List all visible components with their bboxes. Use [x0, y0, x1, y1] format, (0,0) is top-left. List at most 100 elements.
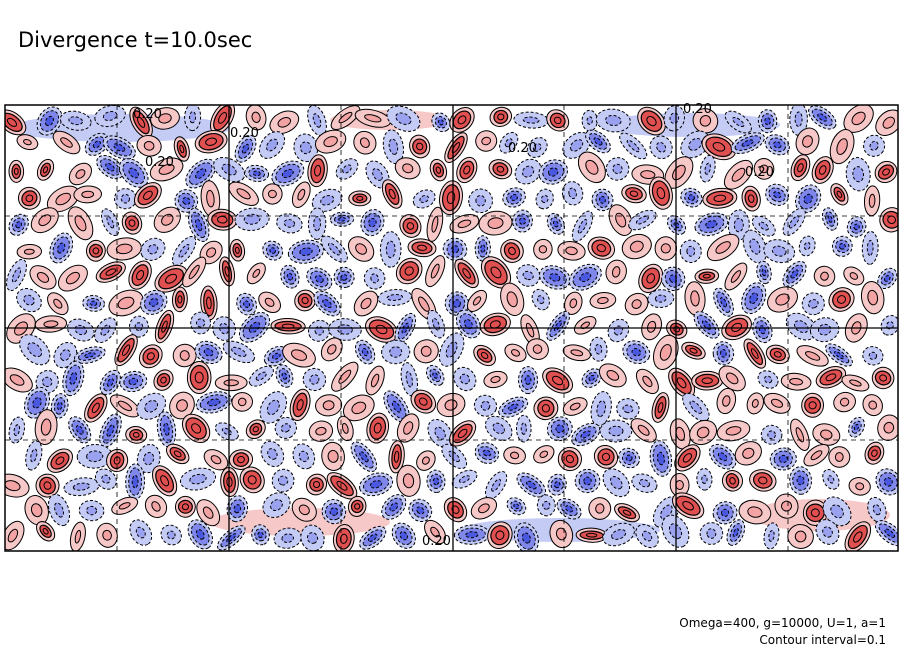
positive-core — [252, 268, 261, 278]
positive-core — [202, 506, 214, 519]
positive-core — [9, 374, 25, 386]
negative-core — [611, 529, 627, 540]
positive-core — [640, 170, 656, 180]
negative-peak — [817, 113, 828, 122]
negative-core — [701, 474, 708, 484]
positive-peak — [416, 142, 424, 151]
positive-peak — [418, 397, 428, 406]
negative-peak — [480, 244, 486, 253]
negative-core — [395, 112, 412, 125]
positive-core — [637, 424, 650, 436]
positive-core — [267, 189, 277, 199]
positive-core — [143, 140, 155, 151]
negative-peak — [314, 274, 324, 284]
negative-core — [386, 294, 403, 301]
negative-core — [605, 114, 622, 127]
negative-core — [231, 346, 247, 357]
positive-peak — [879, 374, 888, 382]
negative-core — [569, 139, 584, 152]
positive-peak — [836, 190, 843, 198]
negative-peak — [149, 298, 159, 307]
negative-core — [688, 137, 703, 151]
negative-core — [13, 424, 21, 437]
negative-core — [609, 476, 623, 490]
negative-core — [445, 341, 458, 358]
negative-peak — [631, 348, 642, 357]
contour-label: 0.20 — [230, 126, 259, 141]
positive-core — [883, 421, 895, 434]
positive-core — [55, 192, 71, 206]
positive-peak — [887, 215, 896, 225]
negative-peak — [720, 348, 727, 358]
positive-peak — [490, 266, 502, 279]
positive-peak — [585, 532, 598, 538]
negative-peak — [761, 268, 767, 277]
negative-peak — [883, 477, 893, 487]
positive-core — [290, 349, 308, 361]
negative-peak — [778, 454, 788, 464]
positive-core — [775, 293, 790, 306]
negative-peak — [75, 425, 84, 435]
positive-peak — [508, 246, 516, 256]
negative-core — [763, 375, 773, 384]
positive-core — [565, 246, 578, 256]
negative-peak — [580, 430, 591, 439]
positive-core — [615, 212, 627, 228]
positive-peak — [13, 167, 19, 175]
positive-peak — [105, 268, 117, 276]
negative-peak — [510, 194, 518, 201]
positive-peak — [656, 187, 666, 200]
positive-core — [770, 398, 784, 408]
negative-peak — [195, 218, 203, 232]
positive-peak — [146, 352, 155, 361]
positive-peak — [136, 270, 145, 281]
negative-core — [306, 532, 319, 544]
positive-core — [820, 271, 829, 281]
positive-core — [65, 271, 80, 285]
positive-peak — [336, 480, 348, 491]
positive-peak — [601, 452, 611, 462]
negative-peak — [553, 220, 559, 228]
negative-peak — [656, 451, 665, 466]
negative-core — [277, 475, 289, 486]
positive-core — [510, 451, 520, 460]
contour-label: 0.20 — [133, 107, 162, 122]
negative-core — [656, 141, 667, 153]
positive-peak — [373, 422, 382, 434]
positive-peak — [160, 475, 170, 487]
negative-peak — [773, 141, 782, 149]
negative-core — [166, 530, 176, 540]
negative-core — [266, 399, 280, 416]
negative-core — [480, 400, 491, 411]
divergence-field — [5, 105, 898, 551]
negative-core — [704, 162, 711, 175]
positive-peak — [463, 165, 471, 175]
negative-peak — [269, 247, 277, 254]
negative-peak — [369, 480, 383, 489]
negative-peak — [340, 274, 348, 281]
positive-peak — [314, 164, 322, 177]
positive-core — [23, 138, 32, 146]
negative-core — [568, 187, 577, 200]
positive-core — [855, 482, 865, 491]
positive-core — [40, 418, 52, 436]
positive-peak — [553, 116, 562, 125]
positive-core — [731, 167, 746, 182]
negative-core — [267, 448, 278, 460]
positive-core — [675, 480, 684, 490]
negative-core — [872, 504, 882, 516]
positive-core — [117, 400, 133, 412]
negative-core — [370, 273, 379, 284]
negative-core — [532, 143, 542, 152]
negative-core — [458, 475, 471, 484]
negative-peak — [579, 272, 592, 283]
positive-core — [690, 290, 700, 307]
positive-peak — [629, 190, 639, 197]
positive-peak — [871, 449, 878, 457]
negative-peak — [853, 223, 860, 231]
negative-core — [101, 474, 111, 484]
negative-core — [504, 138, 513, 148]
positive-peak — [91, 402, 100, 414]
positive-peak — [301, 296, 309, 305]
